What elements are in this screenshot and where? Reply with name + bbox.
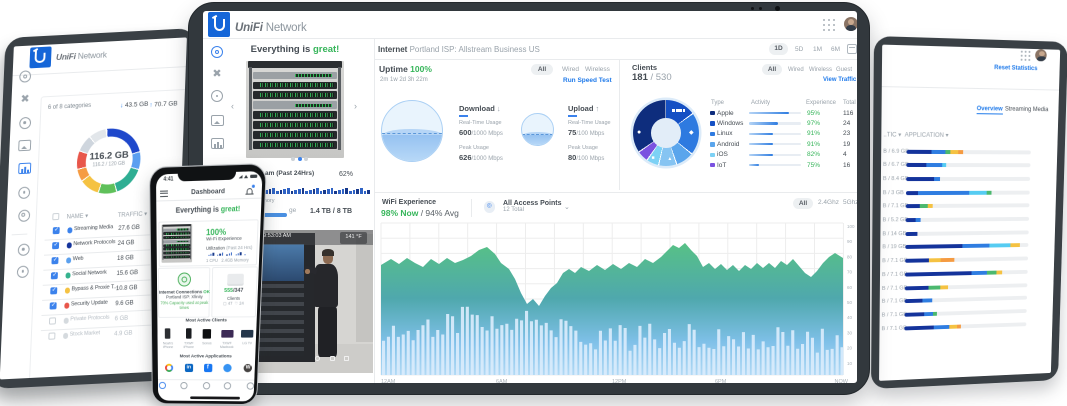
svg-text:10: 10 xyxy=(847,361,853,366)
svg-text:60: 60 xyxy=(847,285,853,290)
svg-text:50: 50 xyxy=(847,300,853,305)
svg-text:90: 90 xyxy=(847,239,853,244)
svg-text:6PM: 6PM xyxy=(715,379,727,383)
svg-text:40: 40 xyxy=(847,315,853,320)
svg-text:80: 80 xyxy=(847,254,853,259)
svg-text:100: 100 xyxy=(847,224,855,229)
svg-text:12PM: 12PM xyxy=(612,379,627,383)
svg-text:NOW: NOW xyxy=(835,379,849,383)
svg-text:30: 30 xyxy=(847,330,853,335)
svg-text:6AM: 6AM xyxy=(496,379,508,383)
svg-text:12AM: 12AM xyxy=(381,379,396,383)
svg-text:70: 70 xyxy=(847,270,853,275)
svg-text:20: 20 xyxy=(847,346,853,351)
